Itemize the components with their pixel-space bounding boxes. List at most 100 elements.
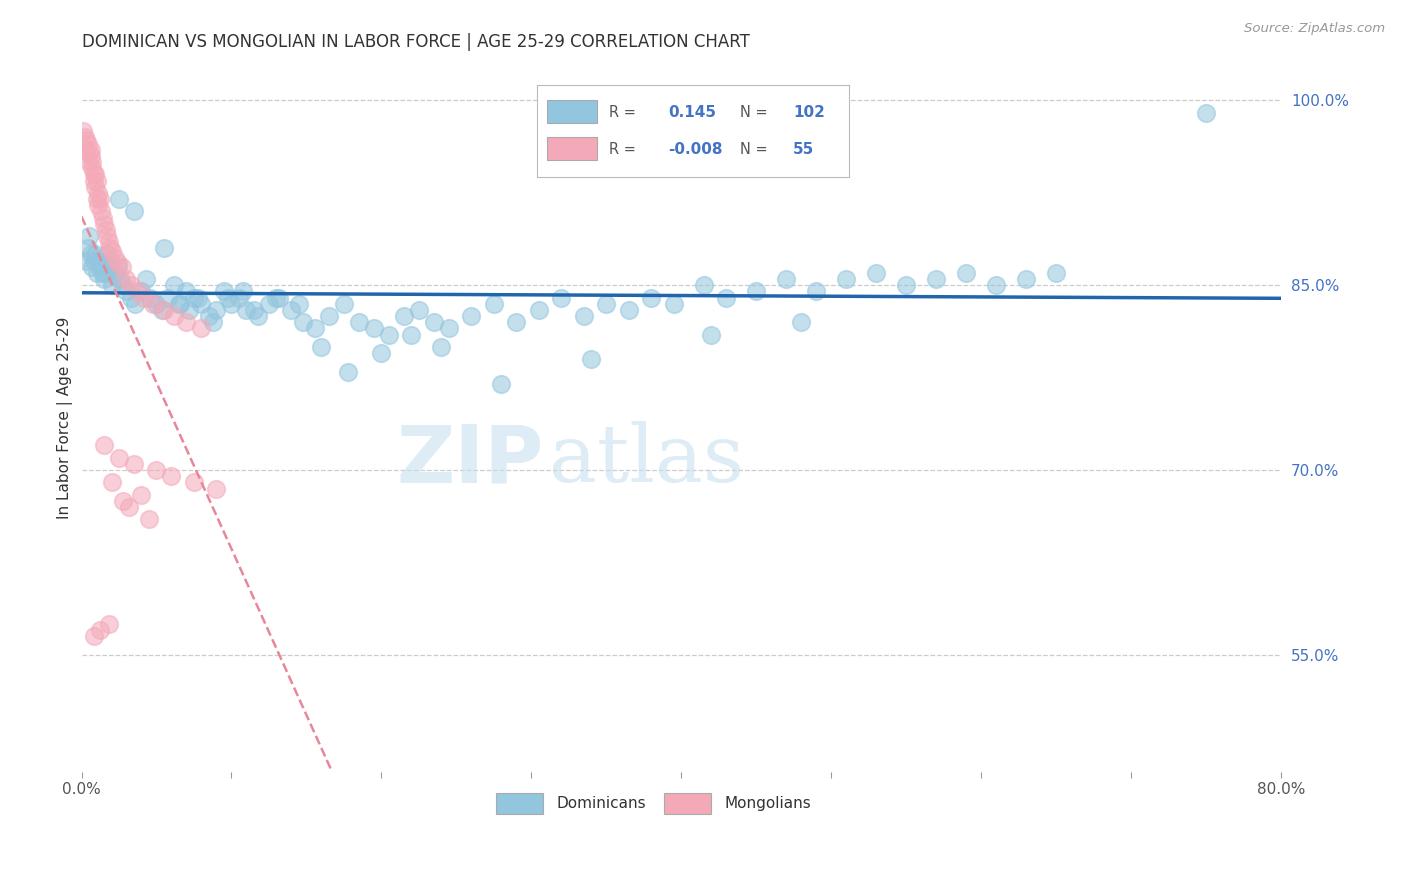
Point (1015, 272, 1038, 286)
Point (157, 291, 180, 305)
Point (77, 229, 100, 244)
Point (84, 179, 107, 194)
Point (89, 624, 111, 638)
Point (91, 211, 114, 225)
Point (100, 244, 122, 258)
Point (84, 168, 107, 182)
Point (107, 260, 129, 274)
Point (96, 229, 118, 244)
Point (437, 321, 460, 335)
Point (142, 297, 165, 311)
Point (662, 297, 685, 311)
Point (94, 266, 117, 280)
Point (79, 143, 101, 157)
Point (128, 285, 150, 299)
Point (93, 217, 115, 231)
Point (115, 272, 138, 286)
Point (108, 450, 131, 465)
Point (572, 309, 595, 323)
Point (122, 204, 145, 219)
Point (139, 291, 162, 305)
Point (118, 500, 141, 514)
Point (183, 291, 205, 305)
Point (120, 278, 142, 293)
Point (247, 309, 270, 323)
Text: DOMINICAN VS MONGOLIAN IN LABOR FORCE | AGE 25-29 CORRELATION CHART: DOMINICAN VS MONGOLIAN IN LABOR FORCE | … (82, 33, 749, 51)
Point (212, 285, 235, 299)
Point (83, 629, 105, 643)
Point (77, 145, 100, 160)
Y-axis label: In Labor Force | Age 25-29: In Labor Force | Age 25-29 (58, 317, 73, 519)
Point (179, 302, 201, 317)
Point (131, 488, 153, 502)
Point (93, 438, 115, 452)
Point (491, 376, 513, 391)
Point (581, 352, 603, 367)
Point (228, 291, 250, 305)
Point (401, 327, 423, 342)
Point (86, 192, 108, 206)
Point (190, 297, 212, 311)
Point (153, 241, 176, 255)
Text: Source: ZipAtlas.com: Source: ZipAtlas.com (1244, 22, 1385, 36)
Point (257, 297, 280, 311)
Point (73, 130, 96, 145)
Point (90, 253, 112, 268)
Point (292, 315, 315, 329)
Point (138, 512, 160, 526)
Point (363, 321, 385, 335)
Point (640, 291, 662, 305)
Point (98, 241, 121, 255)
Point (423, 315, 446, 329)
Point (221, 297, 243, 311)
Point (112, 494, 135, 508)
Point (550, 291, 572, 305)
Text: atlas: atlas (550, 421, 744, 500)
Point (97, 260, 120, 274)
Point (1195, 105, 1218, 120)
Point (169, 297, 191, 311)
Point (94, 223, 117, 237)
Point (87, 186, 110, 200)
Point (205, 482, 228, 496)
Point (595, 297, 617, 311)
Point (835, 272, 858, 286)
Point (153, 302, 176, 317)
Point (145, 463, 167, 477)
Point (232, 285, 254, 299)
Point (745, 285, 768, 299)
Point (460, 309, 482, 323)
Point (89, 260, 111, 274)
Point (83, 173, 105, 187)
Point (347, 315, 370, 329)
Point (716, 291, 738, 305)
Point (167, 297, 190, 311)
Point (84, 247, 107, 261)
Point (925, 272, 948, 286)
Point (100, 278, 122, 293)
Point (79, 149, 101, 163)
Point (80, 260, 103, 274)
Point (430, 340, 453, 354)
Point (693, 278, 716, 293)
Point (90, 204, 112, 219)
Point (97, 235, 120, 249)
Point (311, 340, 333, 354)
Point (131, 285, 153, 299)
Point (98, 253, 121, 268)
Point (79, 247, 101, 261)
Point (89, 192, 111, 206)
Point (955, 266, 977, 280)
Point (1045, 266, 1067, 280)
Point (160, 469, 183, 483)
Point (370, 346, 392, 360)
Point (333, 297, 356, 311)
Point (986, 278, 1008, 293)
Point (235, 302, 257, 317)
Point (775, 272, 797, 286)
Point (505, 315, 527, 329)
Point (190, 321, 212, 335)
Point (75, 253, 97, 268)
Point (205, 302, 228, 317)
Point (482, 297, 505, 311)
